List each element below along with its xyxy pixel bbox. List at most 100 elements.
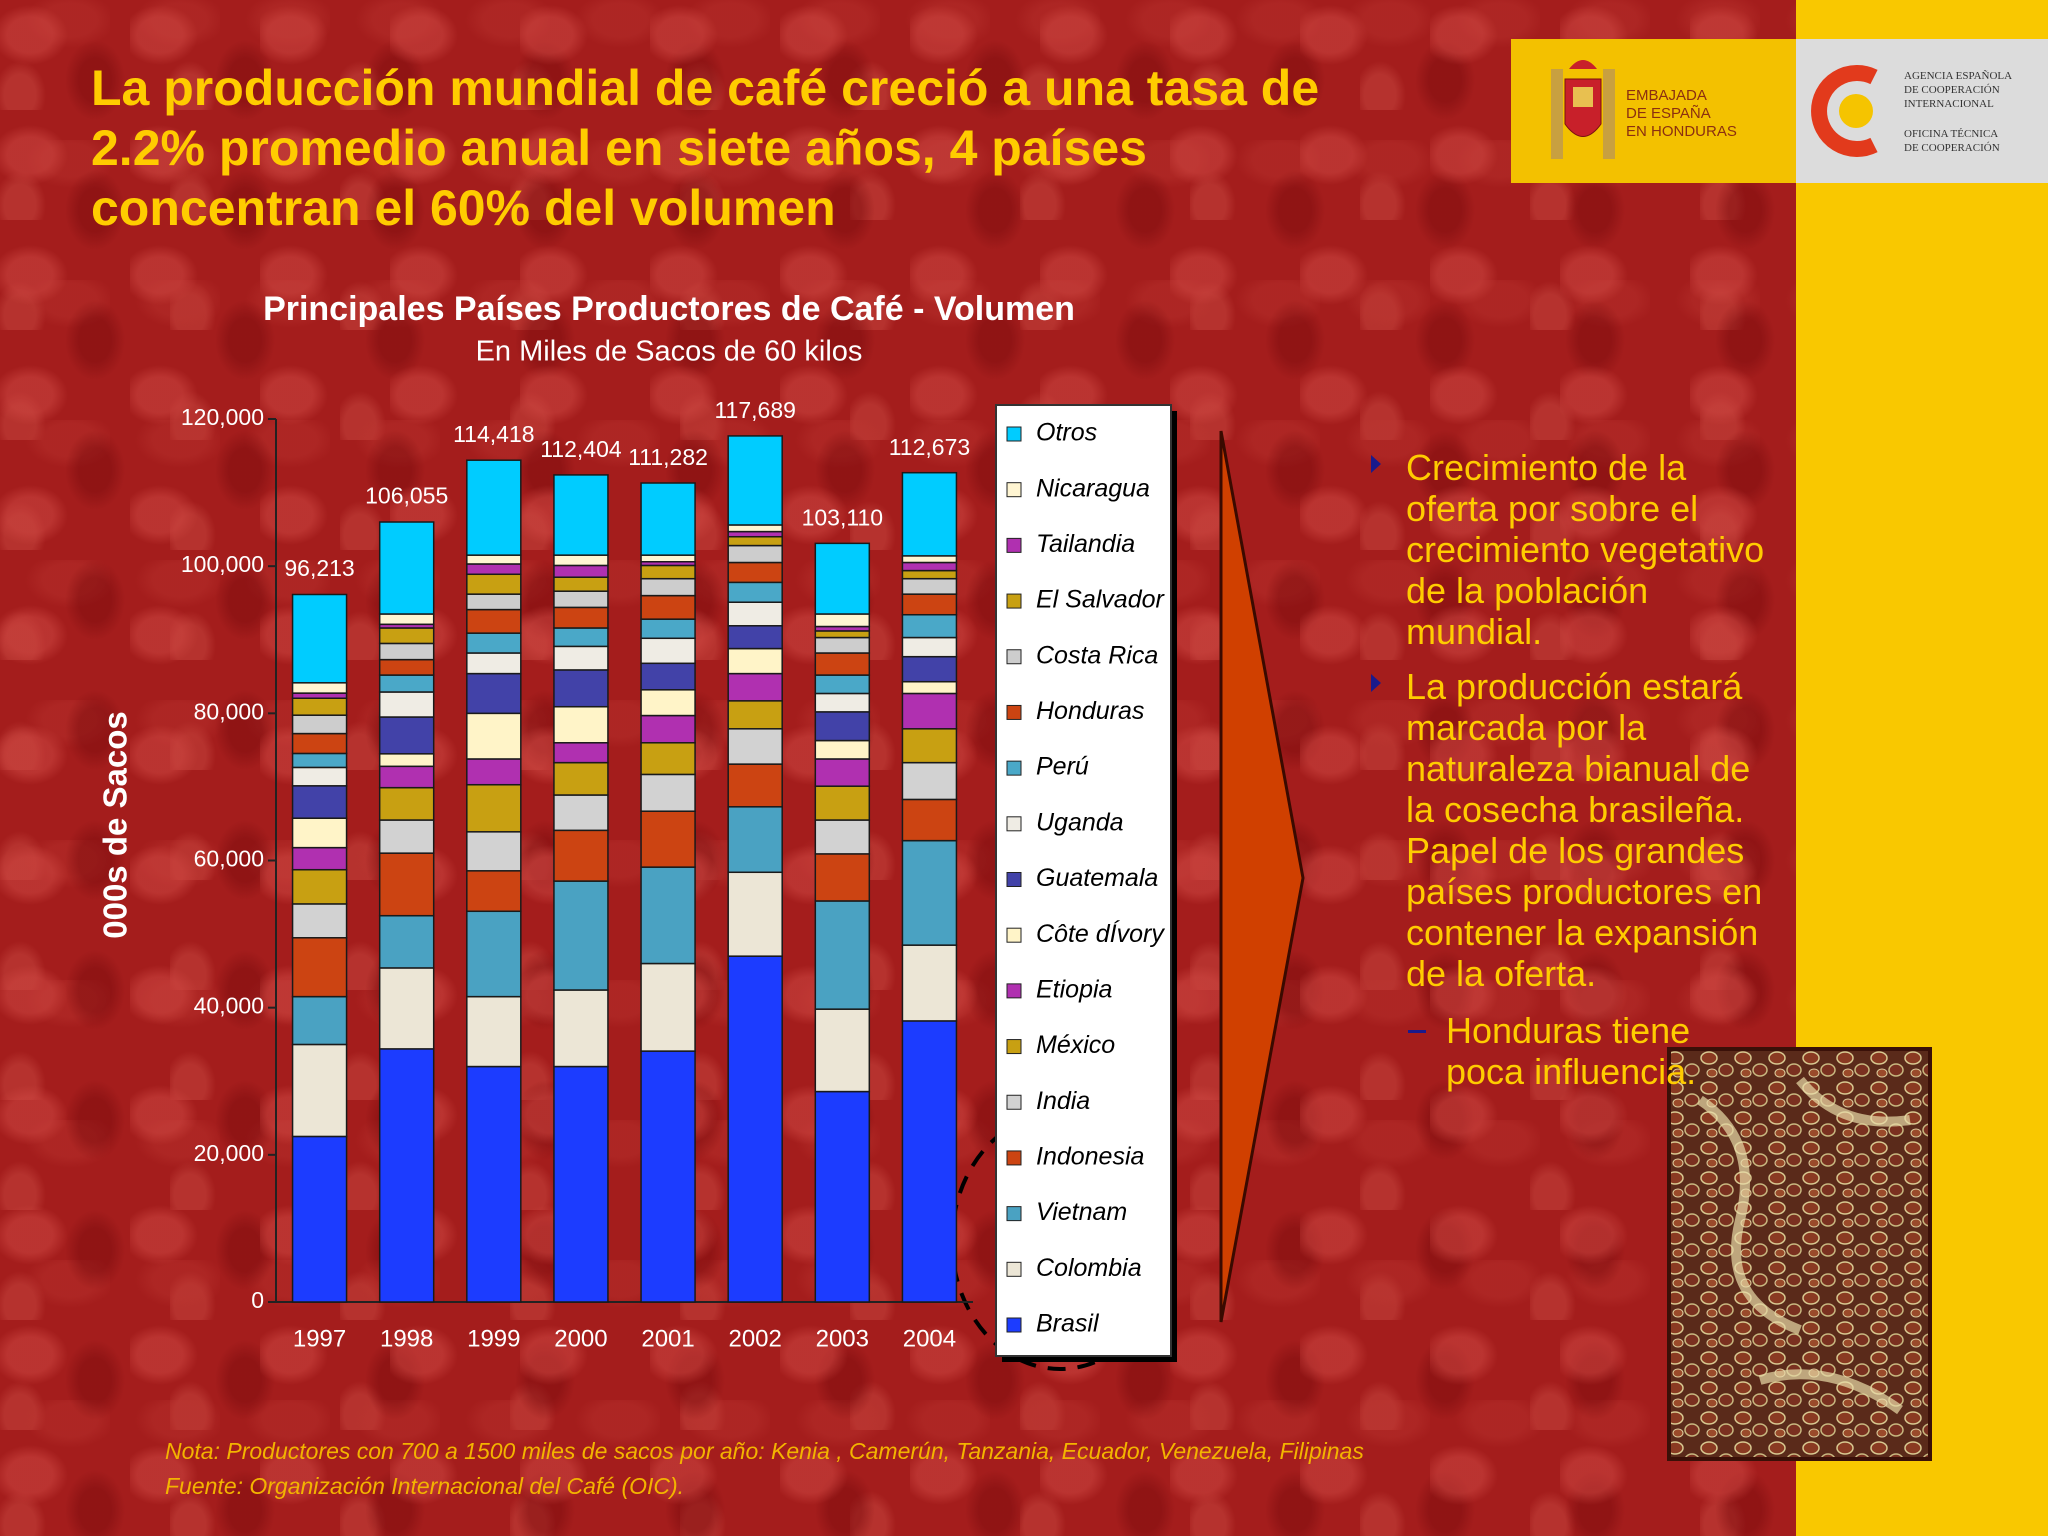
bar-segment <box>814 711 871 742</box>
bar-segment <box>291 785 348 819</box>
bar-segment <box>901 839 958 946</box>
bar-segment <box>291 697 348 716</box>
bar-segment <box>553 829 609 882</box>
legend-label: Côte dÍvory <box>1036 919 1165 948</box>
bar-segment <box>814 542 871 615</box>
bar-segment <box>727 625 783 650</box>
legend-label: Nicaragua <box>1036 474 1150 502</box>
bar-segment <box>901 555 958 564</box>
y-axis-label: 000s de Sacos <box>97 711 134 939</box>
bar-segment <box>727 672 783 702</box>
legend-swatch <box>1006 1150 1022 1166</box>
x-tick-label: 2002 <box>728 1325 781 1352</box>
bar-segment <box>727 871 783 957</box>
bar-segment <box>378 852 435 917</box>
bullet: La producción estará marcada por la natu… <box>1371 666 1776 994</box>
bar-segment <box>291 903 348 939</box>
bar-segment <box>727 561 783 584</box>
legend-swatch <box>1006 1094 1022 1110</box>
office-name: Oficina Técnica de Cooperación <box>1904 128 2000 154</box>
total-label: 114,418 <box>453 421 534 447</box>
bar-segment <box>553 989 609 1068</box>
bar-segment <box>901 561 958 572</box>
agency-arc <box>1811 65 1878 157</box>
bar-segment <box>291 1135 348 1303</box>
bar-segment <box>640 714 696 744</box>
bar-segment <box>640 689 696 717</box>
bar-segment <box>553 576 609 592</box>
chart-subtitle: En Miles de Sacos de 60 kilos <box>476 336 863 368</box>
bar-segment <box>553 627 609 648</box>
y-tick-label: 120,000 <box>181 404 264 430</box>
pillar <box>1603 69 1615 159</box>
bar-segment <box>814 652 871 676</box>
bar-segment <box>378 967 435 1050</box>
bar-segment <box>553 794 609 832</box>
crown <box>1569 60 1597 69</box>
bar-segment <box>378 613 435 626</box>
bar-segment <box>901 944 958 1022</box>
bar-segment <box>901 636 958 658</box>
legend-swatch <box>1006 1261 1022 1277</box>
x-tick-label: 2003 <box>816 1325 869 1352</box>
legend-label: Honduras <box>1036 697 1144 725</box>
bar-segment <box>814 739 871 760</box>
bar-segment <box>378 658 435 676</box>
bar-segment <box>727 806 783 874</box>
agency-dot <box>1839 94 1873 128</box>
bar-segment <box>727 524 783 533</box>
bar-segment <box>466 652 522 675</box>
bar-segment <box>291 593 348 684</box>
coat-of-arms <box>1551 60 1615 159</box>
bar-segment <box>291 995 348 1046</box>
bar-segment <box>466 783 522 833</box>
bar-segment <box>814 1008 871 1093</box>
bar-segment <box>378 674 435 693</box>
legend-label: México <box>1036 1031 1115 1059</box>
bar-segment <box>901 577 958 595</box>
bar-segment <box>814 853 871 902</box>
bar-segment <box>814 674 871 695</box>
bar-segment <box>291 937 348 998</box>
bar-segment <box>640 577 696 597</box>
bar-segment <box>553 645 609 671</box>
legend-swatch <box>1006 1039 1022 1055</box>
bar-segment <box>727 700 783 730</box>
x-tick-label: 1998 <box>380 1325 433 1352</box>
legend-swatch <box>1006 649 1022 665</box>
bar-segment <box>901 613 958 639</box>
legend-label: Brasil <box>1036 1310 1100 1338</box>
bar-segment <box>466 995 522 1068</box>
bar-segment <box>727 601 783 627</box>
title-line: La producción mundial de café creció a u… <box>91 60 1320 116</box>
bar-segment <box>553 606 609 629</box>
bar-segment <box>901 1020 958 1303</box>
agency-symbol <box>1811 65 1878 157</box>
bar-segment <box>901 728 958 764</box>
bar-segment <box>378 786 435 821</box>
total-label: 103,110 <box>802 504 883 530</box>
bar-segment <box>291 752 348 769</box>
bar-segment <box>466 554 522 565</box>
bar-segment <box>378 819 435 854</box>
bar-segment <box>901 593 958 616</box>
bar-segment <box>553 554 609 567</box>
bar-segment <box>901 680 958 695</box>
bar-segment <box>640 618 696 640</box>
legend-label: Otros <box>1036 419 1097 447</box>
x-tick-label: 1999 <box>467 1325 520 1352</box>
bar-segment <box>466 712 522 760</box>
chart-title: Principales Países Productores de Café -… <box>263 290 1075 328</box>
agency-logo: Agencia Española de Cooperación Internac… <box>1796 39 2048 183</box>
bar-segment <box>553 669 609 708</box>
bar-segment <box>291 817 348 849</box>
bar-segment <box>466 459 522 556</box>
bar-segment <box>466 831 522 872</box>
note: Nota: Productores con 700 a 1500 miles d… <box>165 1438 1364 1464</box>
legend-swatch <box>1006 482 1022 498</box>
bar-segment <box>814 900 871 1010</box>
bar-segment <box>814 758 871 787</box>
legend-label: Tailandia <box>1036 530 1135 558</box>
legend-label: El Salvador <box>1036 586 1166 614</box>
bar-segment <box>814 692 871 713</box>
